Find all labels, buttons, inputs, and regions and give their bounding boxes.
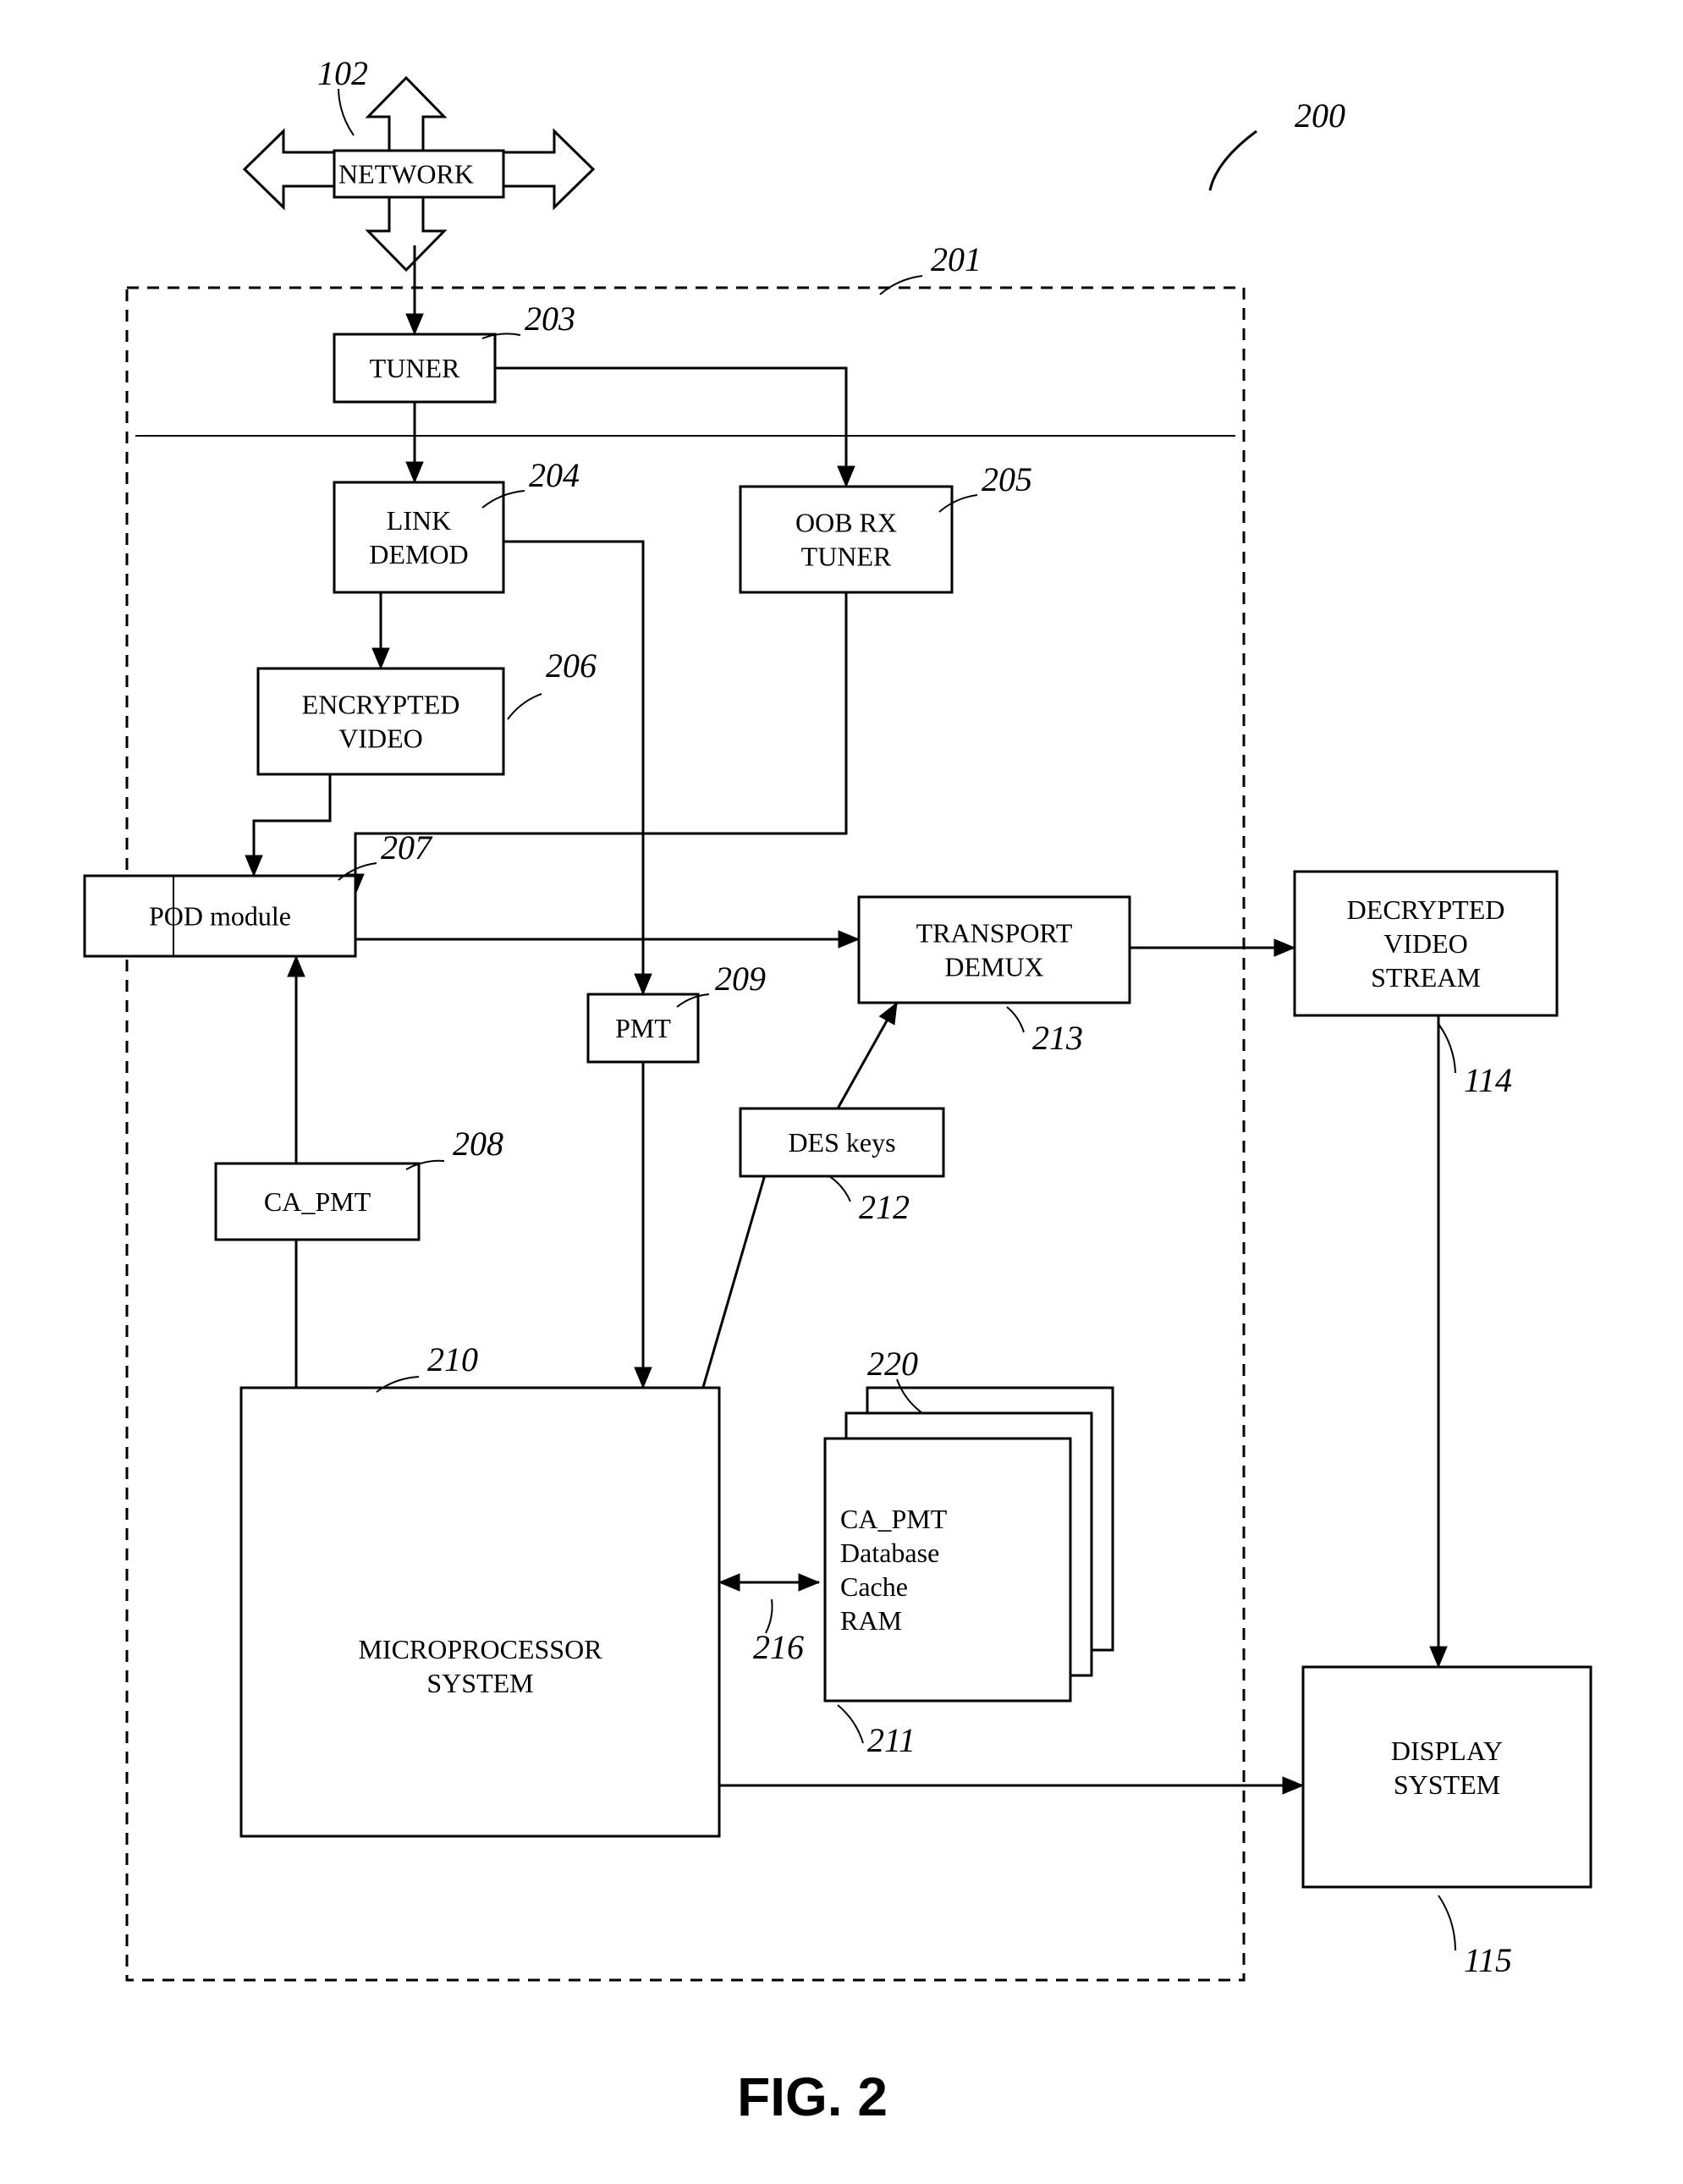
ref-206-leader <box>508 694 542 719</box>
ref-206: 206 <box>546 646 597 685</box>
linkdemod-label-0: LINK <box>387 505 451 536</box>
ref-102-leader <box>338 89 354 135</box>
encvid-box <box>258 668 503 774</box>
ref-204: 204 <box>529 456 580 494</box>
diagram-canvas: NETWORK TUNER LINKDEMOD OOB RX TUNER ENCRYPTE… <box>0 0 1683 2184</box>
tdemux-label-1: DEMUX <box>944 952 1043 982</box>
ref-205: 205 <box>982 460 1032 498</box>
ref-210: 210 <box>427 1340 478 1378</box>
display-label-1: SYSTEM <box>1394 1769 1500 1800</box>
pod-label-0: POD module <box>149 901 291 932</box>
encvid-label-1: VIDEO <box>338 723 423 754</box>
linkdemod-box <box>334 482 503 592</box>
deskeys-label-0: DES keys <box>788 1127 895 1158</box>
ram1-label-1: Database <box>840 1538 939 1568</box>
decrypted-label-1: VIDEO <box>1383 928 1468 959</box>
ref-220: 220 <box>867 1345 918 1383</box>
ref-114: 114 <box>1464 1061 1512 1099</box>
network-arrow-right-icon <box>503 131 593 207</box>
encvid-label-0: ENCRYPTED <box>302 690 460 720</box>
ref-201-leader <box>880 276 922 294</box>
ref-207: 207 <box>381 828 433 866</box>
network-arrow-down-icon <box>368 197 444 270</box>
network-label: NETWORK <box>338 159 474 190</box>
oobrx-label-0: OOB RX <box>795 508 897 538</box>
ram1-label-3: RAM <box>840 1605 902 1636</box>
ref-211: 211 <box>867 1721 916 1759</box>
ref-115: 115 <box>1464 1941 1512 1979</box>
micro-box <box>241 1388 719 1836</box>
micro-label-0: MICROPROCESSOR <box>358 1634 602 1664</box>
ref-201: 201 <box>931 240 982 278</box>
tdemux-box <box>859 897 1130 1003</box>
oobrx-box <box>740 487 952 592</box>
decrypted-label-2: STREAM <box>1371 962 1481 993</box>
ref-114-leader <box>1438 1024 1455 1073</box>
ram1-label-2: Cache <box>840 1571 908 1602</box>
pmt-label-0: PMT <box>615 1013 671 1043</box>
ref-213-leader <box>1007 1007 1024 1032</box>
ref-212-leader <box>829 1176 850 1202</box>
figure-label: FIG. 2 <box>737 2066 888 2127</box>
tuner-label-0: TUNER <box>370 353 460 383</box>
capmt-label-0: CA_PMT <box>264 1186 371 1217</box>
ref-212: 212 <box>859 1188 910 1226</box>
network-arrow-left-icon <box>245 131 334 207</box>
ref-211-leader <box>838 1705 863 1743</box>
linkdemod-label-1: DEMOD <box>369 539 468 569</box>
ref-216: 216 <box>753 1628 804 1666</box>
display-label-0: DISPLAY <box>1391 1736 1503 1766</box>
ref-213: 213 <box>1032 1019 1083 1057</box>
ref-200-tick <box>1210 131 1257 190</box>
ref-208: 208 <box>453 1125 503 1163</box>
oobrx-label-1: TUNER <box>801 542 892 572</box>
ram1-box <box>825 1439 1070 1701</box>
tdemux-label-0: TRANSPORT <box>916 918 1073 949</box>
micro-label-1: SYSTEM <box>426 1668 533 1698</box>
ref-203: 203 <box>525 300 575 338</box>
ram1-label-0: CA_PMT <box>840 1504 948 1534</box>
network-arrow-up-icon <box>368 78 444 151</box>
decrypted-label-0: DECRYPTED <box>1347 894 1505 925</box>
ref-115-leader <box>1438 1895 1455 1950</box>
ref-200: 200 <box>1295 96 1345 135</box>
ref-209: 209 <box>715 960 766 998</box>
ref-102: 102 <box>317 54 368 92</box>
